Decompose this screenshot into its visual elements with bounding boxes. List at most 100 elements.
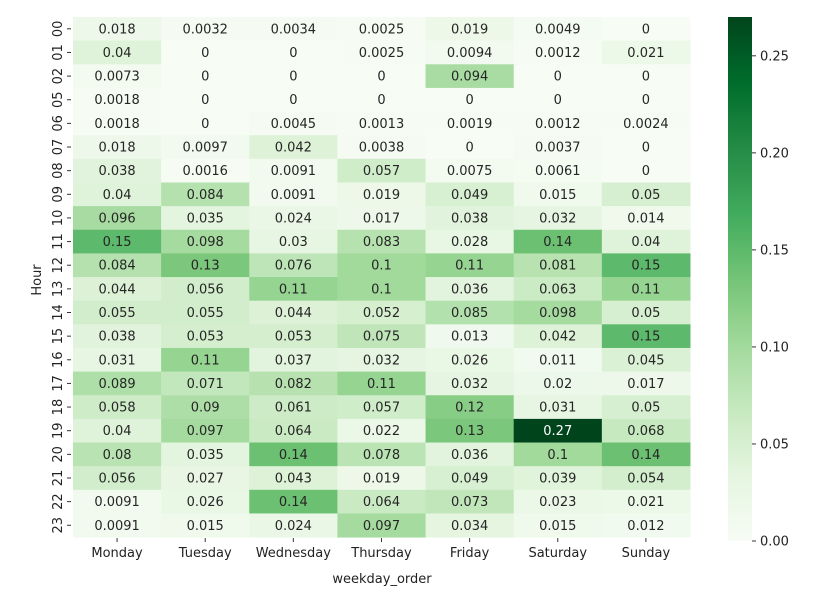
heatmap-cell [161,111,250,136]
row-tick-label: 19 [51,422,66,439]
heatmap-cell-label: 0.0019 [447,117,493,132]
heatmap-cell-label: 0.021 [627,46,664,61]
heatmap-cell [513,253,603,278]
heatmap-cell-label: 0.0016 [182,164,228,179]
heatmap-cell-label: 0.073 [451,495,488,510]
heatmap-cell-label: 0.11 [191,353,220,368]
heatmap-cell-label: 0.05 [631,306,660,321]
heatmap-cell-label: 0.032 [363,353,400,368]
heatmap-cell-label: 0.031 [539,401,576,416]
heatmap-cell-label: 0.035 [187,448,224,463]
heatmap-cell-label: 0.055 [98,306,135,321]
row-tick-label: 09 [51,186,66,203]
heatmap-cell [337,277,427,302]
heatmap-cell [249,300,338,325]
heatmap-cell-label: 0.11 [279,282,308,297]
row-tick-label: 01 [51,44,66,61]
heatmap-cell [73,371,162,396]
heatmap-cell-label: 0.035 [187,211,224,226]
heatmap-cell-label: 0.061 [275,401,312,416]
heatmap-cell-label: 0.0012 [535,117,581,132]
heatmap-cell [161,87,250,113]
heatmap-cell [73,324,162,349]
heatmap-cell [337,64,427,89]
heatmap-cell-label: 0.038 [98,330,135,345]
heatmap-cell [601,371,691,396]
heatmap-cell-label: 0.044 [98,282,135,297]
colorbar-tick-label: 0.05 [760,437,789,452]
heatmap-cell-label: 0.0075 [447,164,493,179]
heatmap-cell [513,371,603,396]
heatmap-cell-label: 0.064 [363,495,400,510]
heatmap-cell [73,111,162,136]
heatmap-cell-label: 0.039 [539,471,576,486]
heatmap-cell-label: 0.031 [98,353,135,368]
heatmap-cell [337,135,427,160]
colorbar-tick-label: 0.10 [760,340,789,355]
heatmap-cell-label: 0.019 [451,22,488,37]
heatmap-cell-label: 0.082 [275,377,312,392]
heatmap-cell-label: 0.071 [187,377,224,392]
heatmap-cell [161,64,250,89]
heatmap-cell-label: 0.063 [539,282,576,297]
heatmap-cell-label: 0.096 [98,211,135,226]
heatmap-cell-label: 0 [554,93,562,108]
row-tick-label: 17 [51,375,66,392]
heatmap-cell [425,182,515,207]
column-tick-label: Tuesday [178,546,232,561]
heatmap-cell-label: 0.044 [275,306,312,321]
heatmap-cell [249,324,338,349]
heatmap-cell [73,300,162,325]
heatmap-cell [513,206,603,231]
heatmap-cell-label: 0 [289,70,297,85]
heatmap-cell [425,17,515,42]
heatmap-cell [601,229,691,254]
heatmap-cell-label: 0.0094 [447,46,493,61]
heatmap-cell [73,513,162,538]
heatmap-cell-label: 0.038 [451,211,488,226]
heatmap-cell [425,347,515,373]
heatmap-cell-label: 0.097 [363,519,400,534]
heatmap-cell [513,40,603,65]
heatmap-cell-label: 0.14 [279,495,308,510]
heatmap-cell-label: 0.024 [275,519,312,534]
heatmap-cell [337,418,427,444]
heatmap-cell [425,40,515,65]
heatmap-cell-label: 0.14 [631,448,660,463]
heatmap-cell [161,442,250,467]
heatmap-cell-label: 0.014 [627,211,664,226]
heatmap-cell [337,111,427,136]
heatmap-cell-label: 0.085 [451,306,488,321]
colorbar-tick-label: 0.20 [760,146,789,161]
heatmap-cell [601,182,691,207]
heatmap-cell-label: 0.0091 [271,188,317,203]
heatmap-cell [73,182,162,207]
heatmap-cell [161,206,250,231]
heatmap-cell [249,253,338,278]
heatmap-cell [337,395,427,420]
heatmap-cell [249,347,338,373]
heatmap-cell-label: 0.11 [367,377,396,392]
heatmap-cell-label: 0 [642,70,650,85]
heatmap-cell [249,466,338,491]
heatmap-cell-label: 0.0018 [94,117,140,132]
colorbar [728,17,752,541]
row-tick-label: 20 [51,446,66,463]
heatmap-cell-label: 0.034 [451,519,488,534]
heatmap-cell [161,253,250,278]
colorbar-tick-labels: 0.00 0.05 0.10 0.15 0.20 0.25 [752,49,789,550]
heatmap-cell [73,135,162,160]
heatmap-cell-label: 0.0038 [359,141,405,156]
heatmap-cell-label: 0.057 [363,164,400,179]
heatmap-cell-label: 0.0091 [94,519,140,534]
heatmap-cell [161,466,250,491]
heatmap-cell-label: 0.089 [98,377,135,392]
heatmap-cell [337,442,427,467]
heatmap-cell [513,229,603,254]
heatmap-cell-label: 0.084 [187,188,224,203]
heatmap-cell [513,418,603,444]
row-tick-label: 16 [51,352,66,369]
heatmap-cell-label: 0.14 [543,235,572,250]
heatmap-cell-label: 0.0032 [182,22,228,37]
heatmap-cell-label: 0.042 [539,330,576,345]
